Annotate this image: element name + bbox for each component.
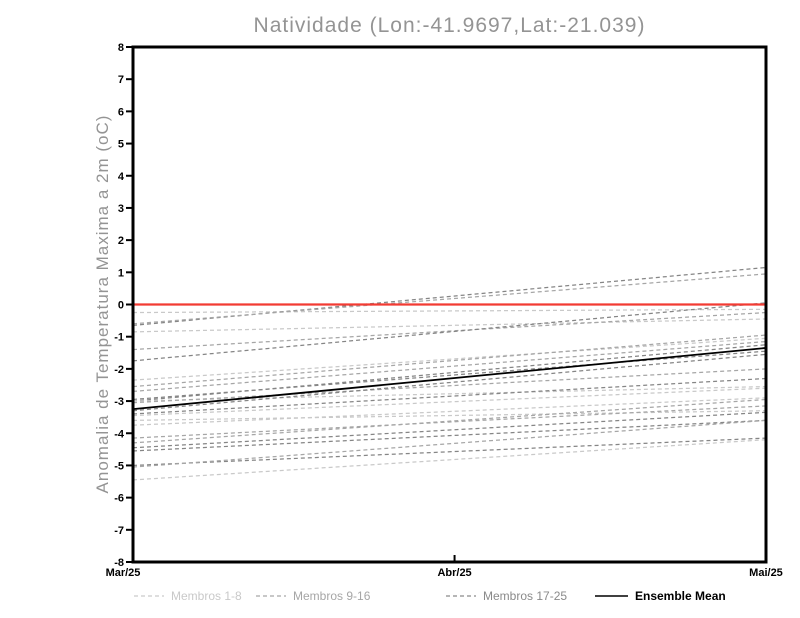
legend-label: Membros 9-16 [293,588,371,603]
legend-label: Membros 1-8 [171,588,242,603]
svg-text:-8: -8 [114,557,124,569]
svg-text:4: 4 [118,171,125,183]
svg-text:-4: -4 [114,428,125,440]
svg-text:-7: -7 [114,525,124,537]
dashed-line-sample-icon [134,594,164,597]
svg-text:8: 8 [118,42,124,54]
legend-label: Membros 17-25 [483,588,568,603]
dashed-line-sample-icon [256,594,286,597]
svg-text:Abr/25: Abr/25 [437,567,471,579]
svg-text:Mar/25: Mar/25 [106,567,141,579]
legend-label: Ensemble Mean [635,588,726,603]
svg-text:-6: -6 [114,493,124,505]
svg-text:-3: -3 [114,396,124,408]
solid-line-sample-icon [595,594,628,597]
svg-text:5: 5 [118,139,124,151]
svg-text:2: 2 [118,235,124,247]
dashed-line-sample-icon [446,594,476,597]
svg-text:6: 6 [118,106,124,118]
legend-item-membros-17-25: Membros 17-25 [446,588,567,603]
svg-text:1: 1 [118,267,124,279]
legend-item-ensemble-mean: Ensemble Mean [595,588,726,603]
svg-text:-1: -1 [114,332,124,344]
legend-item-membros-9-16: Membros 9-16 [256,588,370,603]
svg-text:-2: -2 [114,364,124,376]
svg-text:7: 7 [118,74,124,86]
svg-text:0: 0 [118,300,124,312]
svg-text:3: 3 [118,203,124,215]
legend-item-membros-1-8: Membros 1-8 [134,588,242,603]
svg-text:-5: -5 [114,460,124,472]
svg-text:Mai/25: Mai/25 [749,567,783,579]
chart-title: Natividade (Lon:-41.9697,Lat:-21.039) [253,14,646,37]
